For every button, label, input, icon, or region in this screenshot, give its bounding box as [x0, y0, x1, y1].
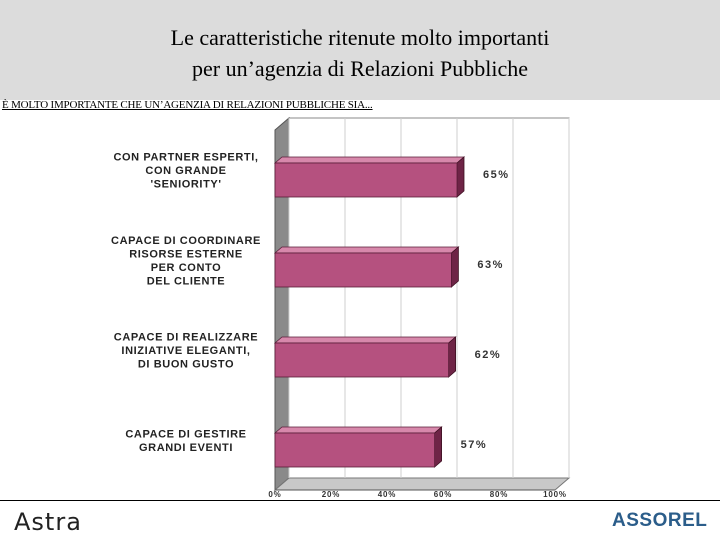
header-band	[0, 0, 720, 100]
footer-divider	[0, 500, 720, 501]
x-tick-label: 20%	[322, 490, 340, 499]
assorel-logo: ASSOREL	[612, 510, 708, 531]
category-label: GRANDI EVENTI	[139, 442, 233, 454]
category-label: CAPACE DI GESTIRE	[125, 428, 246, 440]
category-label: 'SENIORITY'	[150, 179, 221, 191]
title-line-2: per un’agenzia di Relazioni Pubbliche	[192, 56, 528, 81]
page-title: Le caratteristiche ritenute molto import…	[0, 22, 720, 84]
bar-top	[273, 246, 460, 254]
bar-side	[448, 336, 457, 378]
bar-top	[273, 156, 466, 164]
category-label: CAPACE DI COORDINARE	[111, 235, 261, 247]
category-label: CON GRANDE	[145, 165, 226, 177]
x-tick-label: 100%	[543, 490, 567, 499]
category-label: INIZIATIVE ELEGANTI,	[121, 345, 250, 357]
data-label: 57%	[461, 439, 488, 451]
bar-top	[273, 336, 457, 344]
bar	[274, 432, 436, 468]
category-label: RISORSE ESTERNE	[129, 248, 243, 260]
bar-top	[273, 426, 443, 434]
x-tick-label: 60%	[434, 490, 452, 499]
data-label: 62%	[475, 349, 502, 361]
x-tick-label: 0%	[268, 490, 281, 499]
bar	[274, 162, 458, 198]
category-label: PER CONTO	[151, 262, 222, 274]
category-label: DEL CLIENTE	[147, 275, 226, 287]
title-line-1: Le caratteristiche ritenute molto import…	[170, 25, 550, 50]
bar	[274, 342, 450, 378]
category-label: DI BUON GUSTO	[138, 359, 234, 371]
data-label: 63%	[477, 259, 504, 271]
plot-floor	[273, 477, 571, 491]
data-label: 65%	[483, 169, 510, 181]
category-label: CON PARTNER ESPERTI,	[113, 152, 258, 164]
x-tick-label: 80%	[490, 490, 508, 499]
astra-logo: Astra	[14, 508, 82, 536]
x-tick-label: 40%	[378, 490, 396, 499]
bar-side	[450, 246, 459, 288]
chart-subtitle: È MOLTO IMPORTANTE CHE UN’AGENZIA DI REL…	[2, 99, 373, 111]
bar	[274, 252, 452, 288]
bar-side	[434, 426, 443, 468]
bar-chart: 0% 20% 40% 60% 80% 100% 65% CON PARTNER ESPERTI…	[111, 116, 571, 499]
bar-side	[456, 156, 465, 198]
category-label: CAPACE DI REALIZZARE	[114, 332, 258, 344]
